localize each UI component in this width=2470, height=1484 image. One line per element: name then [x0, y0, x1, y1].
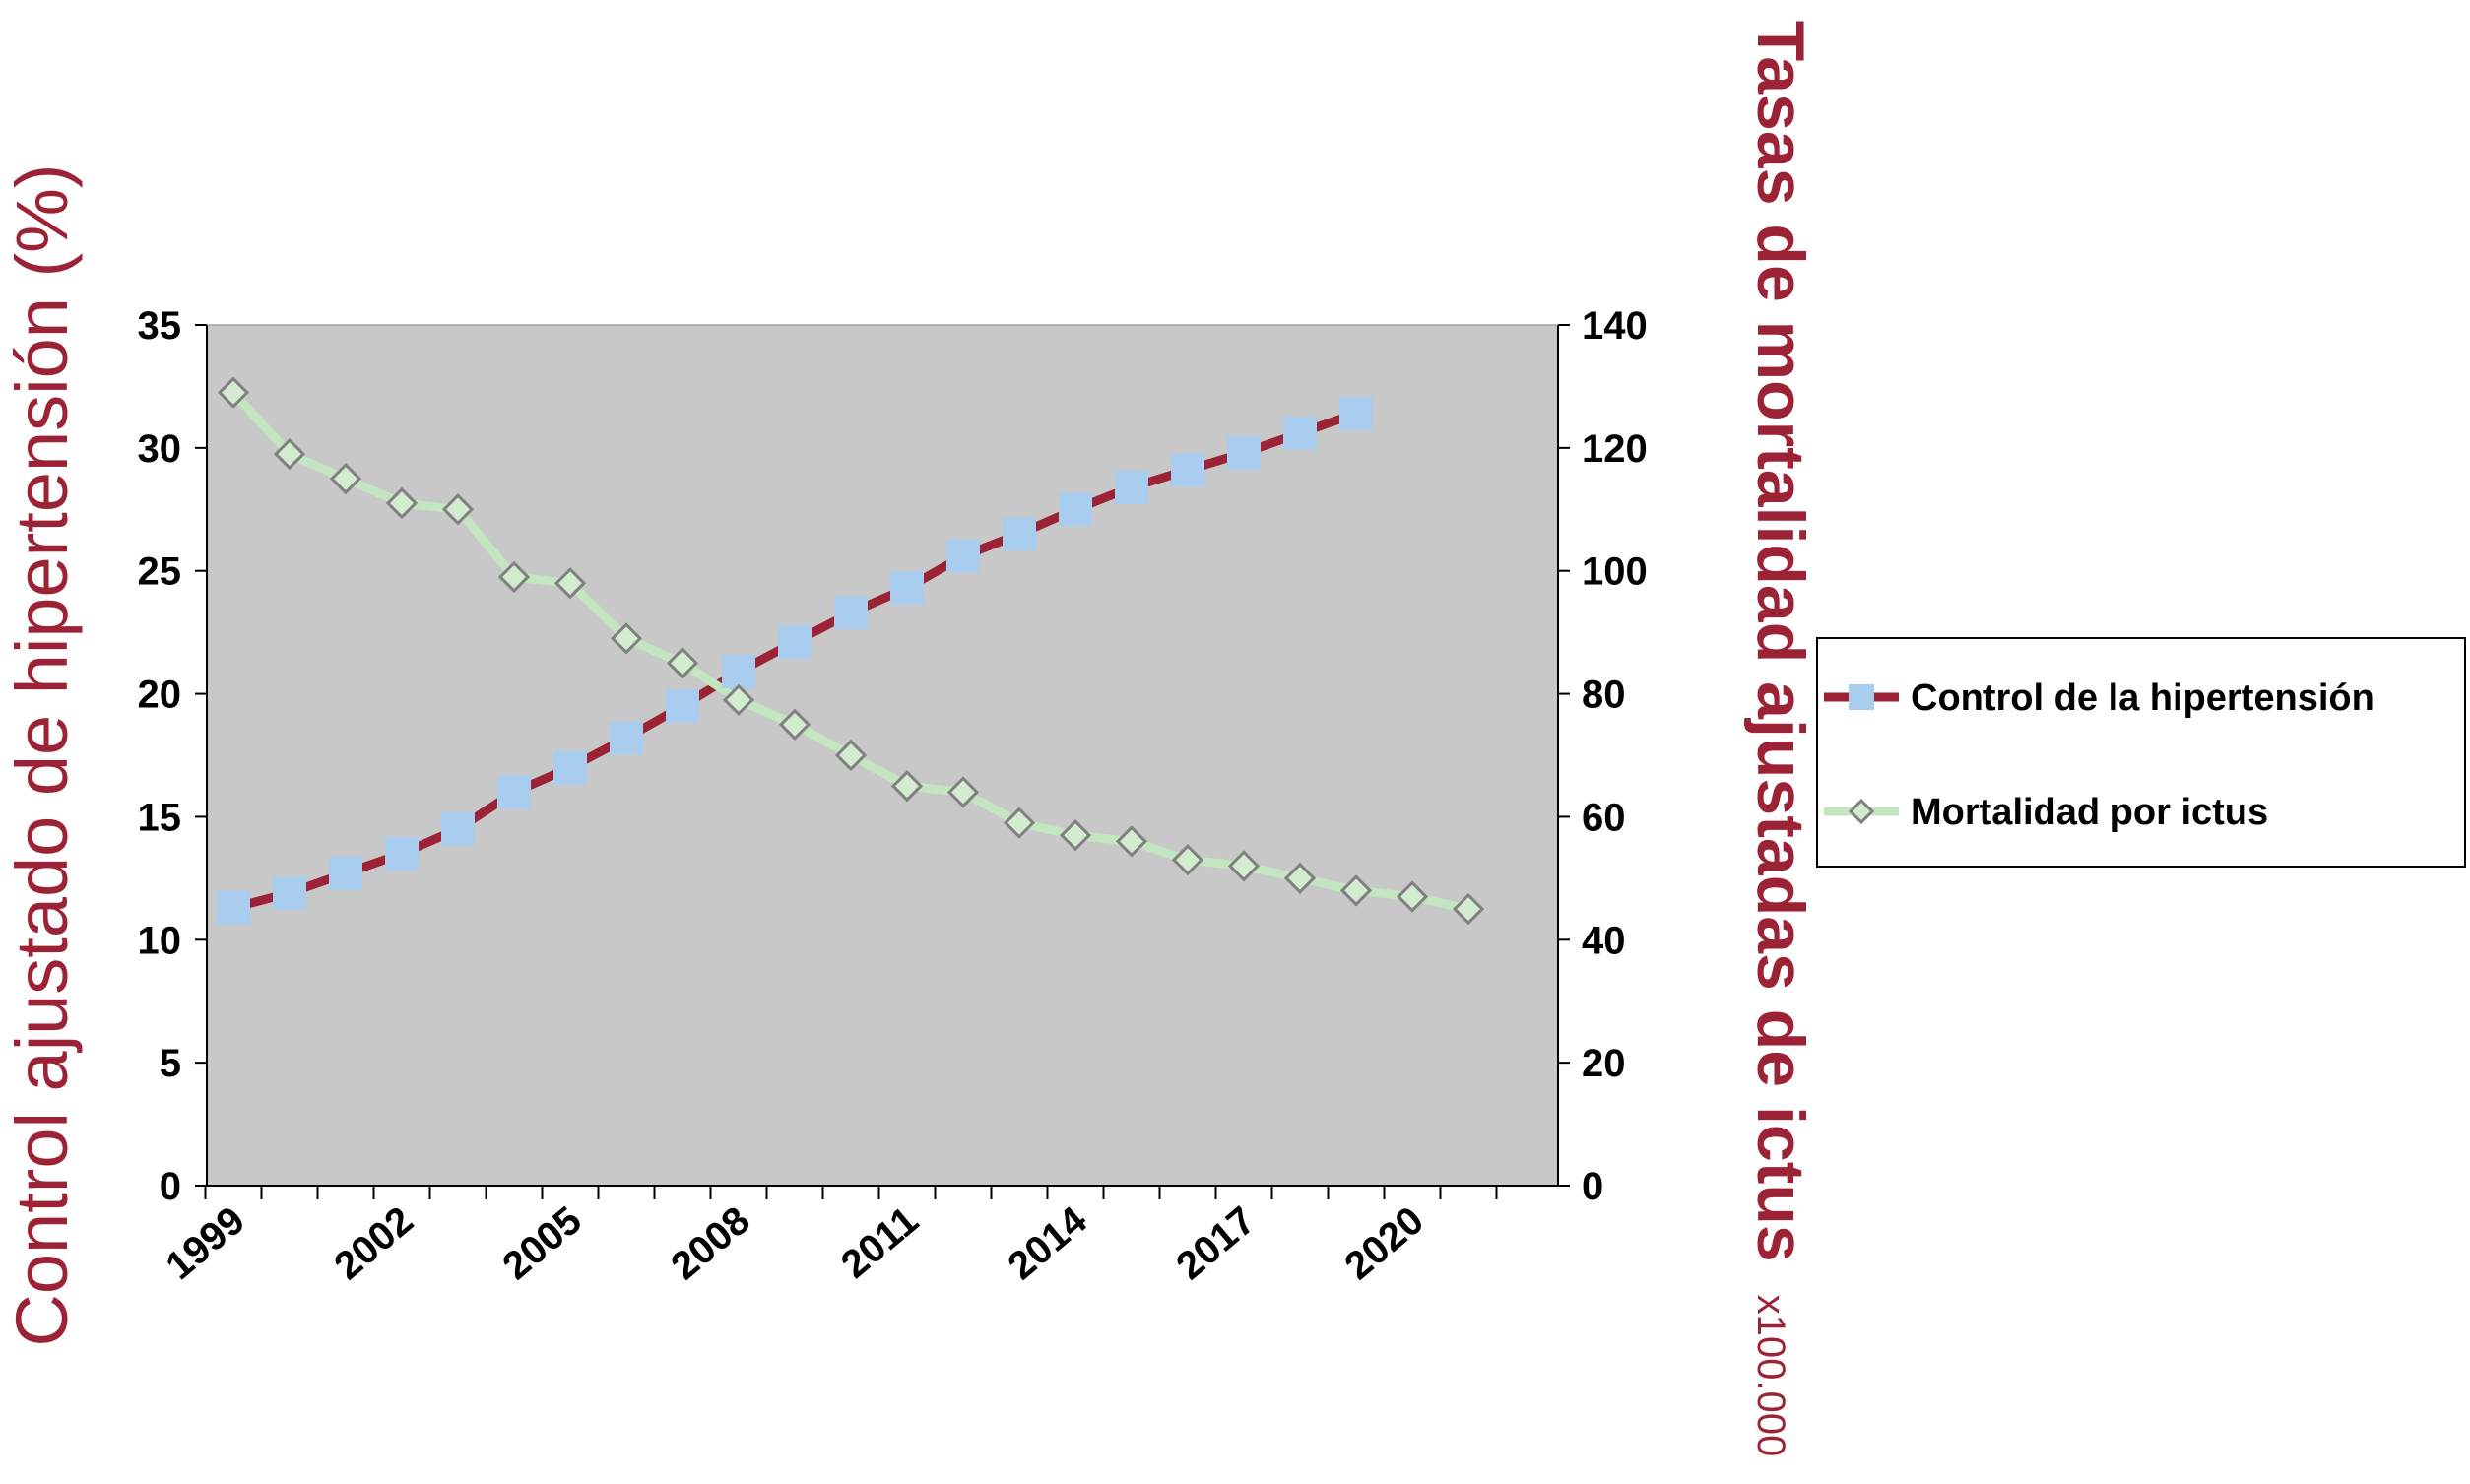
- data-point-mortality: [1171, 844, 1204, 876]
- data-point-mortality: [1452, 892, 1485, 926]
- data-point-control: [1115, 470, 1148, 504]
- data-point-mortality: [610, 622, 643, 655]
- data-point-control: [1339, 396, 1373, 430]
- data-point-control: [890, 571, 924, 606]
- data-point-mortality: [1283, 862, 1317, 894]
- right-y-tick-label: 140: [1582, 304, 1648, 348]
- left-y-tick-label: 30: [138, 427, 182, 471]
- data-point-control: [1227, 435, 1261, 470]
- right-y-tick-label: 60: [1582, 796, 1626, 839]
- data-point-mortality: [722, 683, 755, 716]
- x-tick-label: 2014: [1000, 1198, 1095, 1288]
- right-y-tick-label: 120: [1582, 427, 1648, 471]
- right-y-tick-label: 80: [1582, 674, 1626, 717]
- legend-label-mortality: Mortalidad por ictus: [1911, 792, 2268, 833]
- left-y-tick-label: 15: [138, 796, 182, 839]
- right-axis-title-main: Tasas de mortalidad ajustadas de ictus: [1743, 21, 1818, 1262]
- left-y-tick-label: 10: [138, 919, 182, 962]
- data-point-control: [553, 750, 587, 785]
- x-tick-label: 2002: [326, 1198, 421, 1288]
- data-point-control: [834, 596, 868, 630]
- left-axis-title: Control ajustado de hipertensión (%): [1, 163, 83, 1346]
- left-y-tick-label: 25: [138, 550, 182, 594]
- data-point-mortality: [946, 776, 980, 808]
- axes: [195, 324, 1570, 1199]
- right-axis-title-unit: x100.000: [1749, 1295, 1792, 1457]
- right-y-tick-label: 100: [1582, 550, 1648, 594]
- data-point-control: [273, 875, 306, 910]
- data-point-mortality: [1115, 825, 1148, 858]
- data-point-control: [385, 836, 419, 871]
- right-y-tick-label: 40: [1582, 919, 1626, 962]
- legend-swatch-diamond-marker: [1848, 798, 1875, 825]
- data-point-mortality: [1003, 807, 1036, 839]
- left-y-tick-label: 35: [138, 304, 182, 348]
- data-point-mortality: [329, 462, 362, 495]
- series-markers: [217, 376, 1485, 926]
- legend: Control de la hipertensión Mortalidad po…: [1816, 637, 2466, 868]
- data-point-control: [1283, 416, 1317, 450]
- left-y-tick-label: 0: [160, 1165, 181, 1208]
- x-tick-label: 2005: [494, 1198, 589, 1288]
- data-point-mortality: [385, 486, 419, 520]
- legend-item-mortality: Mortalidad por ictus: [1824, 792, 2268, 833]
- x-tick-label: 2020: [1336, 1198, 1431, 1288]
- x-tick-label: 2008: [663, 1198, 757, 1288]
- data-point-control: [946, 539, 980, 573]
- data-point-control: [329, 856, 362, 890]
- legend-label-control: Control de la hipertensión: [1911, 677, 2374, 719]
- data-point-mortality: [1339, 874, 1373, 907]
- data-point-control: [217, 890, 250, 925]
- data-point-mortality: [1227, 850, 1261, 882]
- data-point-control: [1171, 453, 1204, 487]
- data-point-mortality: [1059, 819, 1092, 852]
- data-point-control: [666, 689, 699, 724]
- legend-swatch-square-marker: [1849, 684, 1874, 710]
- data-point-control: [441, 811, 475, 846]
- data-point-mortality: [441, 493, 475, 526]
- plot-area: [207, 325, 1558, 1186]
- data-point-control: [1059, 492, 1092, 527]
- right-y-tick-label: 0: [1582, 1165, 1603, 1208]
- data-point-mortality: [834, 739, 868, 772]
- legend-box: [1816, 637, 2466, 868]
- left-y-tick-label: 20: [138, 674, 182, 717]
- x-tick-label: 2017: [1168, 1198, 1263, 1288]
- data-point-mortality: [666, 647, 699, 679]
- data-point-mortality: [217, 376, 250, 409]
- data-point-control: [722, 655, 755, 689]
- data-point-control: [1003, 517, 1036, 551]
- right-axis-title: Tasas de mortalidad ajustadas de ictus x…: [1743, 21, 1818, 1456]
- data-point-control: [497, 775, 531, 809]
- data-point-mortality: [553, 567, 587, 600]
- data-point-mortality: [1396, 880, 1429, 913]
- data-point-mortality: [273, 437, 306, 471]
- x-tick-label: 1999: [158, 1198, 252, 1288]
- data-point-mortality: [778, 708, 812, 741]
- legend-item-control: Control de la hipertensión: [1824, 677, 2374, 719]
- left-y-tick-label: 5: [160, 1042, 181, 1085]
- data-point-control: [778, 625, 812, 660]
- data-point-control: [610, 721, 643, 755]
- data-point-mortality: [497, 560, 531, 594]
- data-point-mortality: [890, 770, 924, 803]
- right-y-tick-label: 20: [1582, 1042, 1626, 1085]
- x-tick-label: 2011: [833, 1198, 927, 1286]
